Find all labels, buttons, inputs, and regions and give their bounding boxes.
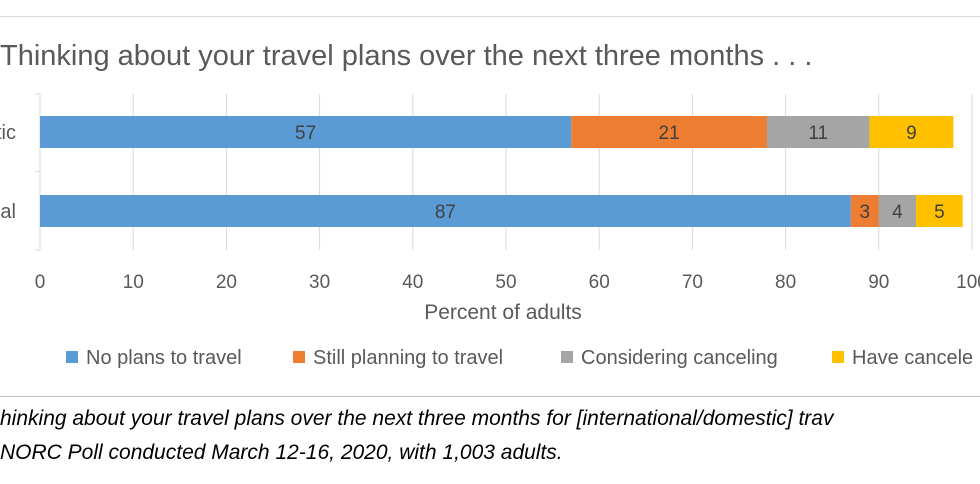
legend-label: No plans to travel: [86, 347, 242, 369]
legend-swatch: [66, 351, 78, 363]
x-tick-label: 90: [868, 272, 889, 293]
top-rule: [0, 16, 980, 17]
chart-title: Thinking about your travel plans over th…: [0, 40, 813, 72]
bar-segment: [916, 195, 963, 227]
x-tick-label: 0: [35, 272, 46, 293]
data-label: 11: [808, 123, 828, 144]
data-label: 21: [659, 123, 680, 144]
question-caption: hinking about your travel plans over the…: [0, 407, 834, 430]
x-tick-label: 100: [956, 272, 980, 293]
bar-segment: [850, 195, 879, 227]
bar-segment: [869, 116, 954, 148]
legend-swatch: [832, 351, 844, 363]
data-label: 57: [295, 123, 316, 144]
data-label: 9: [906, 123, 917, 144]
x-tick-label: 60: [589, 272, 610, 293]
x-tick-label: 50: [495, 272, 516, 293]
bar-segment: [40, 195, 851, 227]
bar-segment: [878, 195, 917, 227]
category-label: tic: [0, 122, 16, 144]
x-tick-label: 80: [775, 272, 796, 293]
x-tick-label: 40: [402, 272, 423, 293]
legend-swatch: [561, 351, 573, 363]
data-label: 3: [860, 202, 871, 223]
x-tick-label: 20: [216, 272, 237, 293]
data-label: 87: [435, 202, 456, 223]
x-axis-title: Percent of adults: [424, 301, 582, 324]
caption-rule: [0, 396, 980, 397]
bar-segment: [766, 116, 870, 148]
legend-label: Considering canceling: [581, 347, 778, 369]
bar-segment: [571, 116, 767, 148]
x-tick-label: 30: [309, 272, 330, 293]
legend-label: Still planning to travel: [313, 347, 503, 369]
x-tick-label: 70: [682, 272, 703, 293]
x-tick-label: 10: [123, 272, 144, 293]
data-label: 5: [934, 202, 945, 223]
source-caption: NORC Poll conducted March 12-16, 2020, w…: [0, 441, 563, 464]
stacked-bar-chart: tical5721119873450102030405060708090100P…: [0, 93, 980, 369]
category-label: al: [0, 201, 16, 223]
data-label: 4: [892, 202, 903, 223]
legend-label: Have cancele: [852, 347, 973, 369]
legend-swatch: [293, 351, 305, 363]
bar-segment: [40, 116, 572, 148]
